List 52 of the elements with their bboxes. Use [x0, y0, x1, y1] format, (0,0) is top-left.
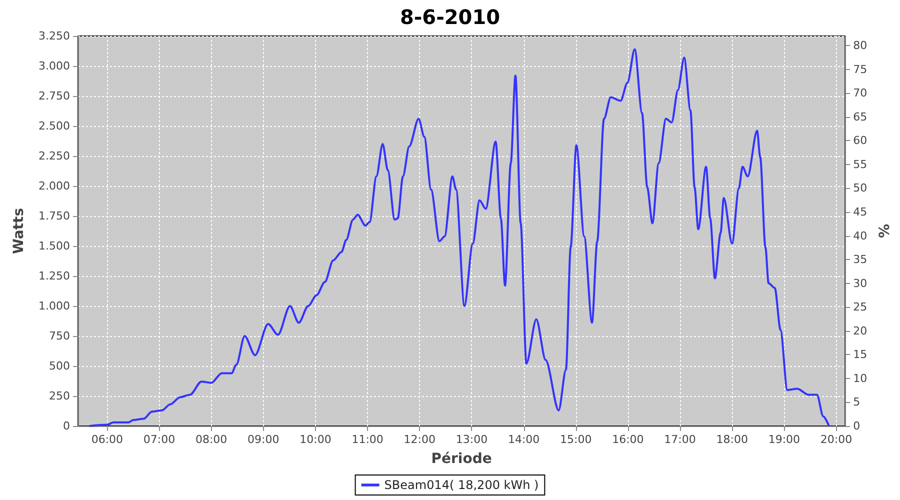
x-tick-label: 10:00	[300, 433, 332, 446]
y2-tick-label: 45	[853, 205, 868, 218]
y-axis-title: Watts	[11, 208, 27, 254]
y-tick-label: 2.000	[38, 180, 70, 192]
y2-tick-label: 80	[853, 39, 868, 52]
line-series	[88, 48, 830, 427]
y2-tick-label: 0	[853, 420, 860, 432]
x-tick-label: 15:00	[560, 433, 592, 446]
y-tick-label: 2.500	[38, 120, 70, 132]
y-tick-label: 750	[49, 330, 70, 342]
x-tick-label: 13:00	[456, 433, 488, 446]
x-tick-label: 20:00	[820, 433, 852, 446]
x-tick-label: 12:00	[404, 433, 436, 446]
x-tick-label: 18:00	[716, 433, 748, 446]
y-tick-label: 1.250	[38, 270, 70, 282]
y-tick-label: 3.000	[38, 60, 70, 72]
chart-title: 8-6-2010	[400, 5, 500, 29]
y-tick-label: 2.250	[38, 150, 70, 162]
y2-tick-label: 25	[853, 300, 868, 314]
y-tick-label: 1.500	[38, 240, 70, 252]
y-tick-label: 3.250	[38, 30, 70, 42]
x-tick-label: 11:00	[352, 433, 384, 446]
x-tick-label: 09:00	[248, 433, 280, 446]
x-tick-label: 17:00	[664, 433, 696, 446]
y-tick-label: 2.750	[38, 90, 70, 102]
x-tick-label: 19:00	[768, 433, 800, 446]
y2-tick-label: 70	[853, 86, 868, 100]
x-tick-label: 16:00	[612, 433, 644, 446]
y2-tick-label: 5	[853, 396, 860, 409]
y-tick-label: 0	[63, 420, 70, 432]
x-tick-label: 07:00	[143, 433, 176, 446]
x-tick-label: 08:00	[195, 433, 228, 446]
legend-label: SBeam014( 18,200 kWh )	[384, 478, 539, 492]
y2-tick-label: 15	[853, 348, 868, 362]
y-tick-label: 1.750	[38, 210, 70, 222]
x-axis-title: Période	[431, 451, 492, 467]
y2-tick-label: 55	[853, 158, 868, 171]
x-tick-label: 14:00	[508, 433, 540, 446]
y-tick-label: 1.000	[38, 300, 70, 312]
y-tick-label: 250	[49, 390, 70, 402]
y-tick-label: 500	[49, 360, 70, 372]
y2-tick-label: 60	[853, 134, 868, 148]
y2-tick-label: 65	[853, 110, 868, 124]
y2-tick-label: 40	[853, 229, 868, 242]
y2-tick-label: 20	[853, 324, 868, 338]
x-tick-label: 06:00	[91, 433, 124, 446]
y2-tick-label: 10	[853, 372, 868, 385]
y2-tick-label: 50	[853, 182, 868, 195]
y2-axis-title: %	[877, 224, 893, 238]
y2-tick-label: 75	[853, 62, 868, 76]
y2-tick-label: 30	[853, 276, 868, 290]
y2-tick-label: 35	[853, 253, 868, 266]
